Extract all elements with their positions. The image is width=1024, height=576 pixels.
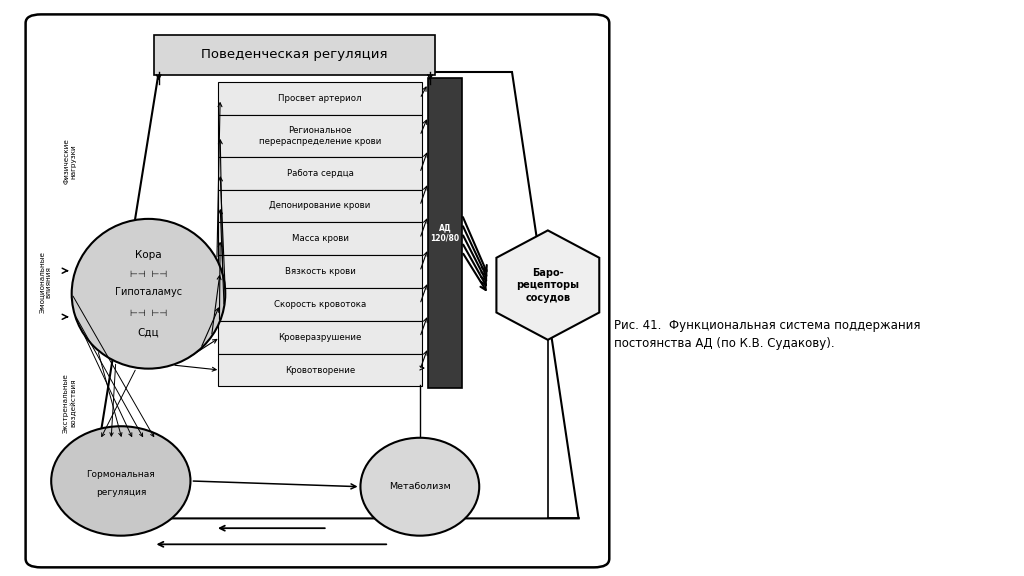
- Text: АД
120/80: АД 120/80: [430, 223, 460, 242]
- FancyBboxPatch shape: [218, 222, 422, 255]
- Text: Поведенческая регуляция: Поведенческая регуляция: [201, 48, 388, 61]
- Text: Кроверазрушение: Кроверазрушение: [279, 333, 361, 342]
- Text: Эмоциональные
влияния: Эмоциональные влияния: [39, 251, 51, 313]
- FancyBboxPatch shape: [218, 157, 422, 190]
- FancyBboxPatch shape: [218, 190, 422, 222]
- Text: Сдц: Сдц: [137, 328, 160, 338]
- Polygon shape: [497, 230, 599, 340]
- FancyBboxPatch shape: [218, 288, 422, 321]
- Ellipse shape: [51, 426, 190, 536]
- Text: Гормональная: Гормональная: [86, 469, 156, 479]
- Text: Кровотворение: Кровотворение: [285, 366, 355, 374]
- Ellipse shape: [72, 219, 225, 369]
- Text: ⊢⊣  ⊢⊣: ⊢⊣ ⊢⊣: [130, 309, 167, 319]
- Text: Масса крови: Масса крови: [292, 234, 348, 243]
- Text: Региональное
перераспределение крови: Региональное перераспределение крови: [259, 126, 381, 146]
- FancyBboxPatch shape: [154, 35, 435, 75]
- Text: Рис. 41.  Функциональная система поддержания
постоянства АД (по К.В. Судакову).: Рис. 41. Функциональная система поддержа…: [614, 319, 921, 350]
- Text: Работа сердца: Работа сердца: [287, 169, 353, 177]
- FancyBboxPatch shape: [218, 82, 422, 115]
- Ellipse shape: [360, 438, 479, 536]
- Text: Кора: Кора: [135, 249, 162, 260]
- Text: Физические
нагрузки: Физические нагрузки: [63, 138, 76, 184]
- Text: Депонирование крови: Депонирование крови: [269, 202, 371, 210]
- FancyBboxPatch shape: [218, 321, 422, 354]
- Text: Экстренальные
воздействия: Экстренальные воздействия: [62, 373, 77, 433]
- Bar: [428, 78, 462, 388]
- Text: регуляция: регуляция: [95, 488, 146, 497]
- Text: Баро-
рецепторы
сосудов: Баро- рецепторы сосудов: [516, 268, 580, 302]
- Text: Метаболизм: Метаболизм: [389, 482, 451, 491]
- Text: Просвет артериол: Просвет артериол: [279, 94, 361, 103]
- FancyBboxPatch shape: [218, 115, 422, 157]
- Text: Вязкость крови: Вязкость крови: [285, 267, 355, 276]
- Text: ⊢⊣  ⊢⊣: ⊢⊣ ⊢⊣: [130, 270, 167, 279]
- Text: Гипоталамус: Гипоталамус: [115, 287, 182, 297]
- Text: Скорость кровотока: Скорость кровотока: [273, 300, 367, 309]
- FancyBboxPatch shape: [218, 255, 422, 288]
- FancyBboxPatch shape: [218, 354, 422, 386]
